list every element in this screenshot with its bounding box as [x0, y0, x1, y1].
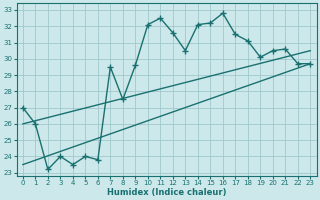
X-axis label: Humidex (Indice chaleur): Humidex (Indice chaleur): [107, 188, 226, 197]
